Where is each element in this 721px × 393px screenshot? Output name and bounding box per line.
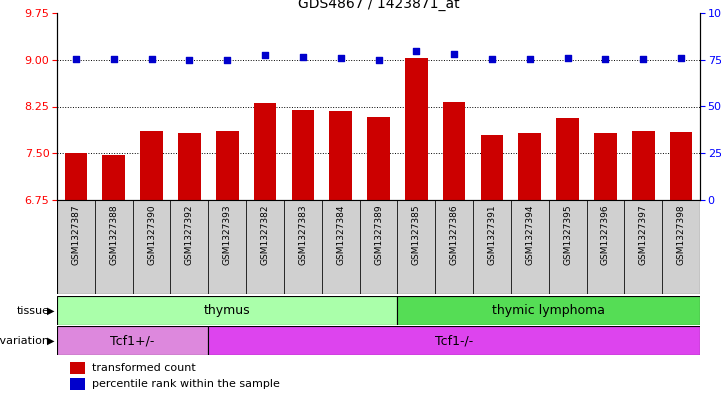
Bar xyxy=(95,200,133,294)
Bar xyxy=(57,326,208,355)
Bar xyxy=(594,133,616,200)
Text: GSM1327392: GSM1327392 xyxy=(185,205,194,265)
Point xyxy=(221,57,233,63)
Text: ▶: ▶ xyxy=(48,336,55,345)
Text: GSM1327391: GSM1327391 xyxy=(487,205,497,265)
Bar xyxy=(511,200,549,294)
Bar xyxy=(178,133,200,200)
Bar xyxy=(208,326,700,355)
Bar xyxy=(254,103,276,200)
Bar xyxy=(322,200,360,294)
Bar xyxy=(473,200,511,294)
Point xyxy=(108,55,120,62)
Text: tissue: tissue xyxy=(17,305,50,316)
Text: GSM1327387: GSM1327387 xyxy=(71,205,81,265)
Text: GSM1327394: GSM1327394 xyxy=(526,205,534,265)
Point xyxy=(562,55,573,61)
Text: percentile rank within the sample: percentile rank within the sample xyxy=(92,379,280,389)
Text: GSM1327384: GSM1327384 xyxy=(336,205,345,265)
Bar xyxy=(329,111,352,200)
Bar xyxy=(133,200,170,294)
Text: GSM1327398: GSM1327398 xyxy=(676,205,686,265)
Point xyxy=(70,55,81,62)
Bar xyxy=(435,200,473,294)
Bar xyxy=(65,153,87,200)
Point xyxy=(637,55,649,62)
Point xyxy=(146,55,157,62)
Text: GSM1327389: GSM1327389 xyxy=(374,205,383,265)
Bar xyxy=(70,362,85,374)
Bar xyxy=(670,132,692,200)
Bar xyxy=(57,296,397,325)
Text: ▶: ▶ xyxy=(48,305,55,316)
Text: GSM1327388: GSM1327388 xyxy=(110,205,118,265)
Bar xyxy=(632,131,655,200)
Text: GSM1327396: GSM1327396 xyxy=(601,205,610,265)
Point xyxy=(524,55,536,62)
Point xyxy=(184,57,195,64)
Bar xyxy=(102,155,125,200)
Text: Tcf1+/-: Tcf1+/- xyxy=(110,334,155,347)
Bar xyxy=(57,200,95,294)
Point xyxy=(486,55,497,62)
Point xyxy=(600,55,611,62)
Bar xyxy=(291,110,314,200)
Point xyxy=(448,50,460,57)
Point xyxy=(260,52,271,59)
Bar xyxy=(624,200,662,294)
Bar xyxy=(360,200,397,294)
Bar xyxy=(549,200,586,294)
Text: GSM1327385: GSM1327385 xyxy=(412,205,421,265)
Text: GSM1327383: GSM1327383 xyxy=(298,205,307,265)
Text: GSM1327386: GSM1327386 xyxy=(450,205,459,265)
Text: GSM1327382: GSM1327382 xyxy=(260,205,270,265)
Bar xyxy=(208,200,246,294)
Point xyxy=(676,55,687,61)
Bar xyxy=(397,296,700,325)
Text: transformed count: transformed count xyxy=(92,363,195,373)
Text: GSM1327390: GSM1327390 xyxy=(147,205,156,265)
Bar xyxy=(405,58,428,200)
Text: Tcf1-/-: Tcf1-/- xyxy=(435,334,473,347)
Bar xyxy=(246,200,284,294)
Text: genotype/variation: genotype/variation xyxy=(0,336,50,345)
Bar xyxy=(481,134,503,200)
Bar xyxy=(557,118,579,200)
Bar xyxy=(443,102,466,200)
Bar xyxy=(284,200,322,294)
Title: GDS4867 / 1423871_at: GDS4867 / 1423871_at xyxy=(298,0,459,11)
Text: GSM1327393: GSM1327393 xyxy=(223,205,231,265)
Text: GSM1327397: GSM1327397 xyxy=(639,205,647,265)
Text: thymic lymphoma: thymic lymphoma xyxy=(492,304,605,317)
Point xyxy=(373,57,384,63)
Bar xyxy=(140,131,163,200)
Bar xyxy=(586,200,624,294)
Text: GSM1327395: GSM1327395 xyxy=(563,205,572,265)
Bar xyxy=(216,131,239,200)
Bar xyxy=(662,200,700,294)
Point xyxy=(335,55,347,61)
Point xyxy=(297,54,309,61)
Point xyxy=(410,48,422,54)
Bar xyxy=(70,378,85,390)
Bar xyxy=(397,200,435,294)
Bar xyxy=(367,117,390,200)
Bar xyxy=(170,200,208,294)
Bar xyxy=(518,133,541,200)
Text: thymus: thymus xyxy=(204,304,250,317)
